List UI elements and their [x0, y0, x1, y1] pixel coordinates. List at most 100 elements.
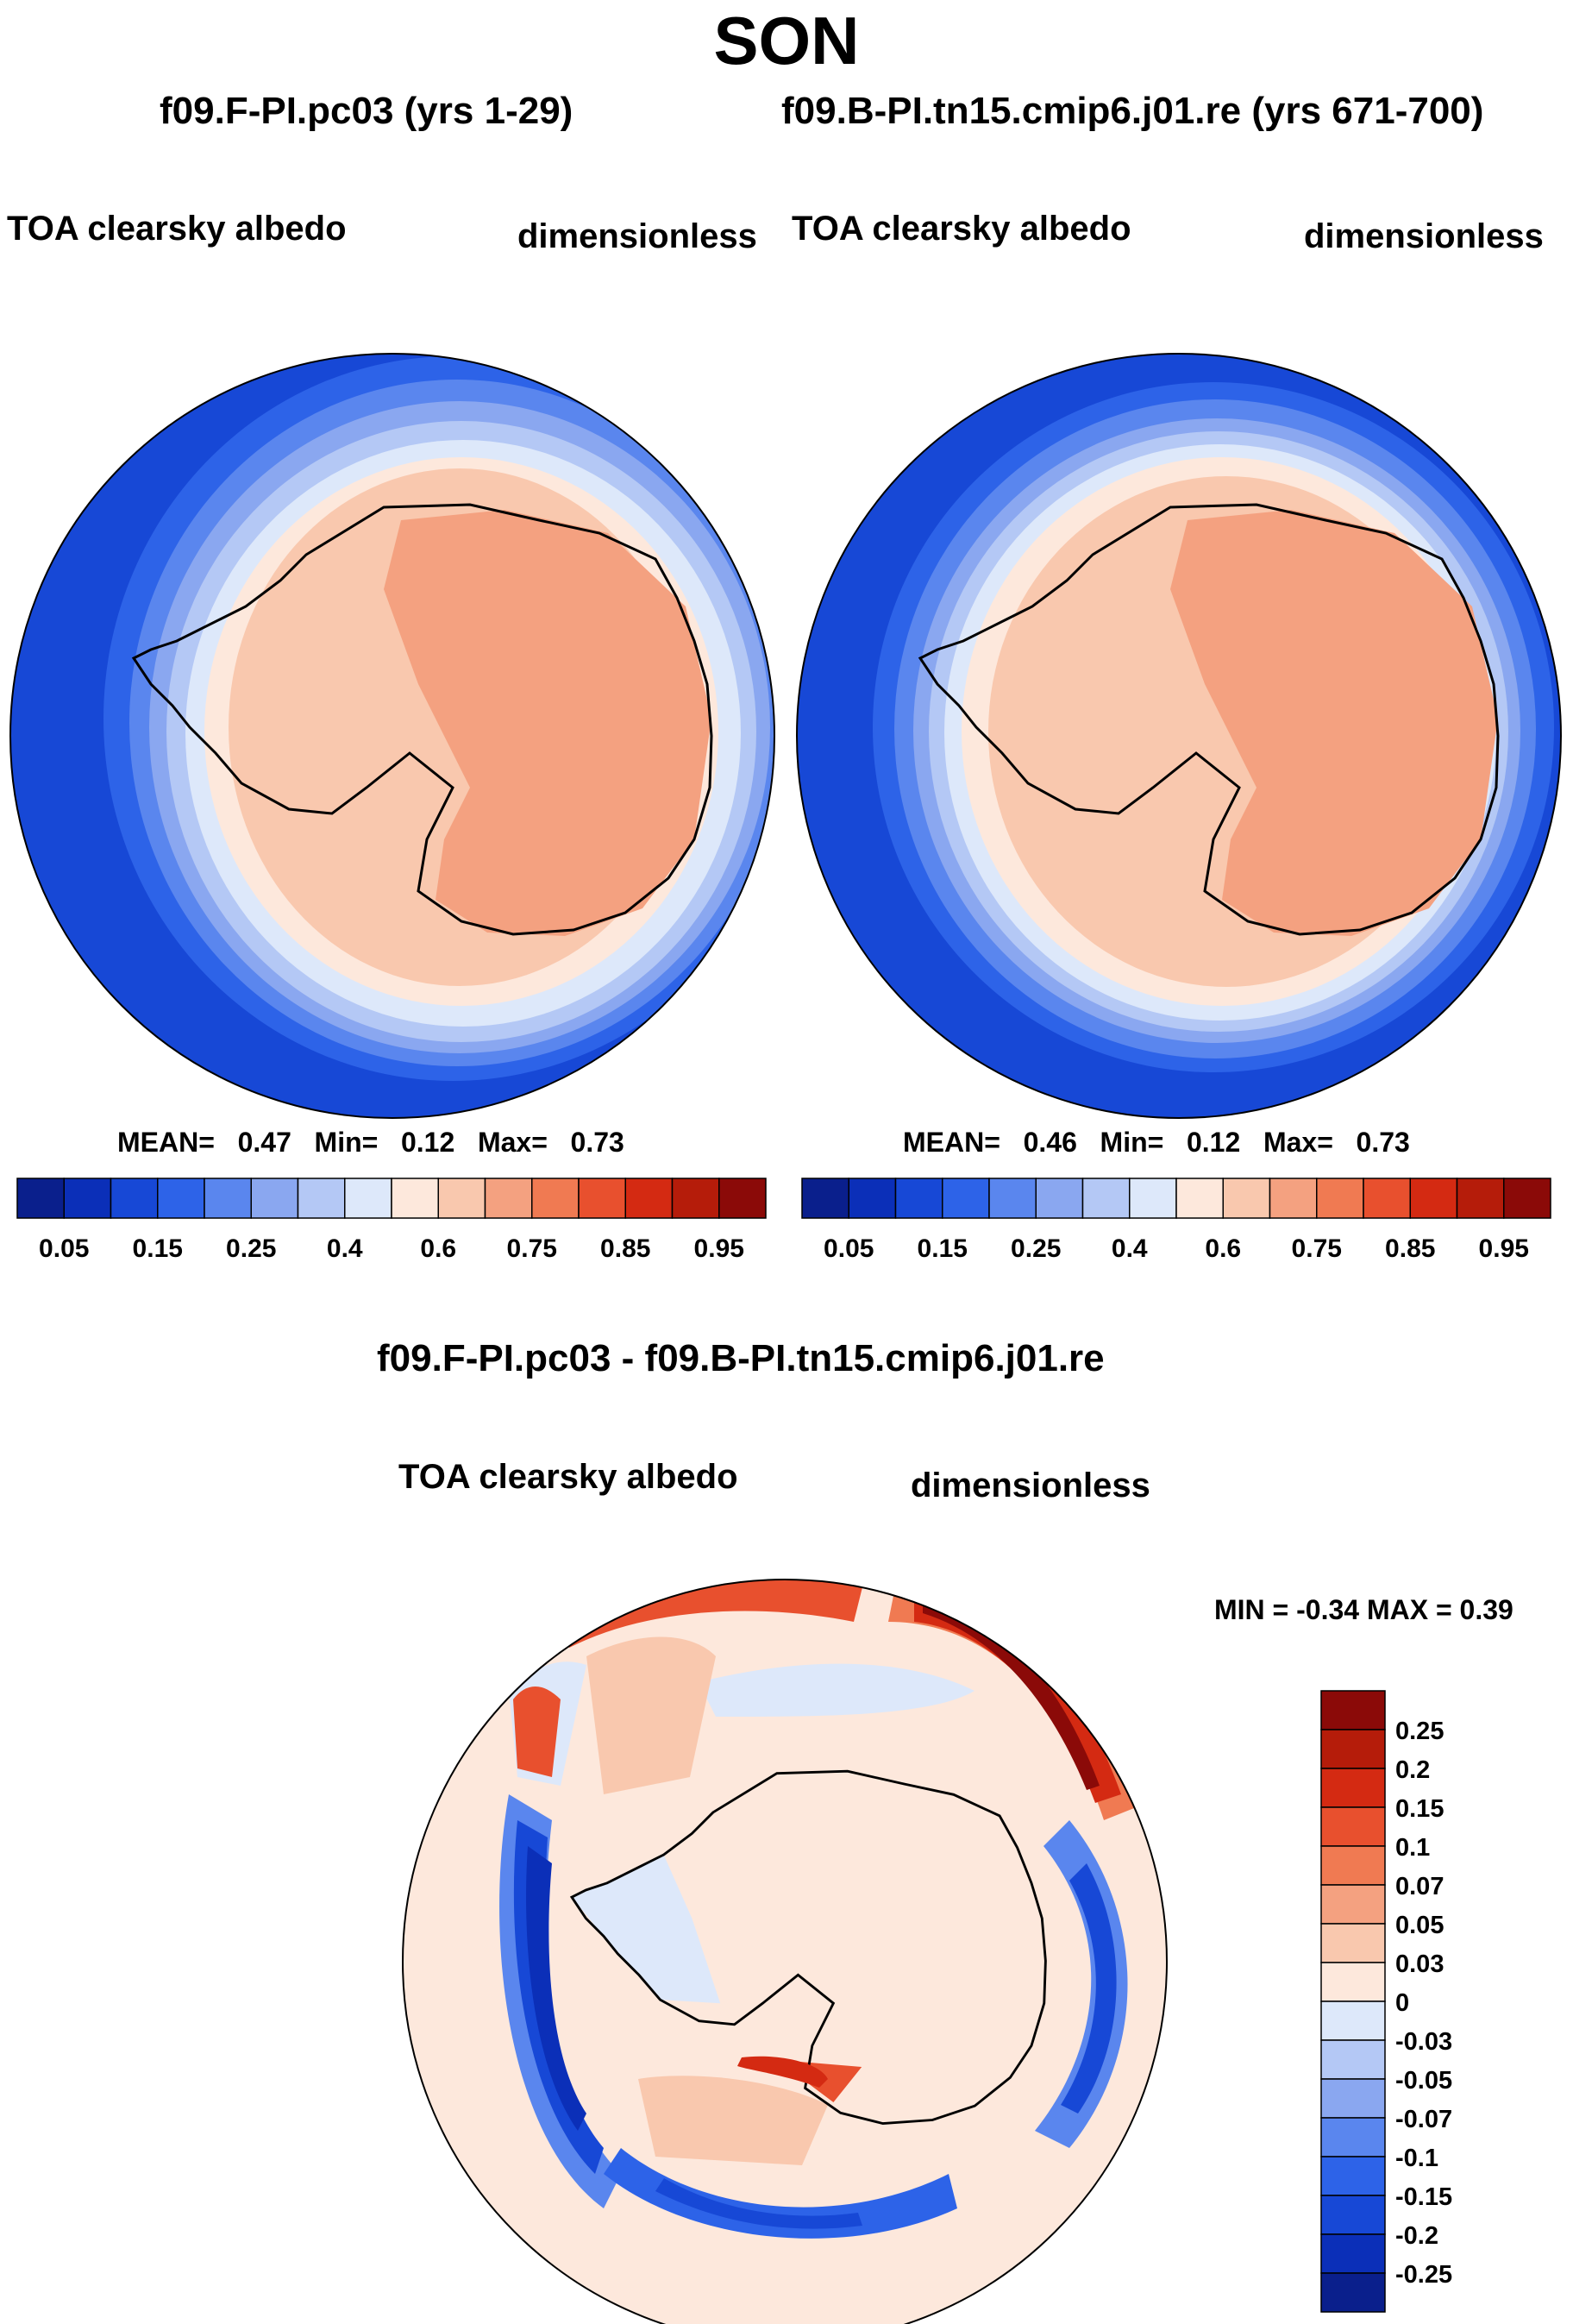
- left-stats: MEAN= 0.47 Min= 0.12 Max= 0.73: [117, 1127, 624, 1159]
- left-colorbar-tick-label: 0.25: [226, 1234, 276, 1263]
- left-colorbar-swatch-3: [157, 1178, 205, 1219]
- left-colorbar-tick-label: 0.75: [507, 1234, 557, 1263]
- left-colorbar-swatch-9: [437, 1178, 486, 1219]
- right-colorbar-tick-label: 0.4: [1112, 1234, 1148, 1263]
- right-colorbar-swatch-13: [1409, 1178, 1458, 1219]
- left-colorbar-tick-label: 0.6: [420, 1234, 456, 1263]
- left-colorbar-tick-label: 0.15: [133, 1234, 183, 1263]
- right-mean-value: 0.46: [1023, 1127, 1077, 1158]
- left-colorbar-swatch-1: [63, 1178, 112, 1219]
- diff-colorbar-swatch-5: [1320, 1884, 1386, 1925]
- right-stats: MEAN= 0.46 Min= 0.12 Max= 0.73: [903, 1127, 1410, 1159]
- left-colorbar-swatch-13: [624, 1178, 674, 1219]
- diff-colorbar-tick-label: -0.1: [1395, 2145, 1438, 2172]
- left-colorbar: 0.05 0.15 0.25 0.4 0.6 0.75 0.85 0.95: [16, 1178, 767, 1263]
- figure-title: SON: [713, 3, 860, 79]
- diff-colorbar-tick-label: 0.1: [1395, 1834, 1430, 1862]
- diff-colorbar-tick-label: -0.07: [1395, 2106, 1452, 2133]
- right-max-value: 0.73: [1356, 1127, 1410, 1158]
- left-colorbar-swatch-2: [110, 1178, 159, 1219]
- left-max-value: 0.73: [570, 1127, 624, 1158]
- right-map: [796, 353, 1562, 1119]
- diff-colorbar-swatch-10: [1320, 2078, 1386, 2119]
- left-colorbar-swatch-12: [578, 1178, 626, 1219]
- left-colorbar-tick-label: 0.4: [327, 1234, 363, 1263]
- diff-colorbar-swatch-0: [1320, 1690, 1386, 1730]
- diff-colorbar-tick-label: -0.25: [1395, 2261, 1452, 2289]
- diff-colorbar-swatch-9: [1320, 2039, 1386, 2080]
- diff-colorbar-tick-label: -0.05: [1395, 2067, 1452, 2095]
- left-min-value: 0.12: [400, 1127, 455, 1158]
- left-colorbar-swatch-10: [484, 1178, 533, 1219]
- left-colorbar-tick-label: 0.85: [600, 1234, 650, 1263]
- diff-colorbar-tick-label: 0.03: [1395, 1950, 1444, 1978]
- right-colorbar-tick-label: 0.75: [1292, 1234, 1342, 1263]
- right-colorbar-tick-label: 0.25: [1011, 1234, 1061, 1263]
- left-max-label: Max=: [477, 1127, 548, 1158]
- diff-colorbar-swatch-4: [1320, 1845, 1386, 1886]
- diff-map-border: [402, 1579, 1168, 2324]
- left-colorbar-swatch-6: [297, 1178, 346, 1219]
- right-colorbar-swatch-12: [1363, 1178, 1411, 1219]
- diff-case-title: f09.F-PI.pc03 - f09.B-PI.tn15.cmip6.j01.…: [377, 1337, 1105, 1379]
- diff-variable-label: TOA clearsky albedo: [398, 1458, 738, 1496]
- left-variable-label: TOA clearsky albedo: [7, 210, 347, 248]
- right-mean-label: MEAN=: [903, 1127, 1000, 1158]
- diff-units-label: dimensionless: [911, 1467, 1150, 1504]
- right-max-label: Max=: [1263, 1127, 1333, 1158]
- left-mean-value: 0.47: [237, 1127, 291, 1158]
- right-map-border: [796, 353, 1562, 1119]
- diff-colorbar-tick-label: -0.03: [1395, 2028, 1452, 2056]
- left-colorbar-tick-label: 0.95: [694, 1234, 744, 1263]
- diff-colorbar-tick-label: 0.05: [1395, 1912, 1444, 1939]
- diff-colorbar-swatch-13: [1320, 2195, 1386, 2235]
- right-colorbar-swatch-5: [1035, 1178, 1084, 1219]
- right-colorbar-tick-label: 0.95: [1479, 1234, 1529, 1263]
- right-case-title: f09.B-PI.tn15.cmip6.j01.re (yrs 671-700): [781, 90, 1484, 132]
- right-colorbar-swatch-6: [1081, 1178, 1131, 1219]
- diff-colorbar-swatch-1: [1320, 1729, 1386, 1769]
- left-units-label: dimensionless: [517, 217, 757, 255]
- left-colorbar-swatch-11: [531, 1178, 580, 1219]
- right-min-label: Min=: [1100, 1127, 1164, 1158]
- left-map-border: [9, 353, 775, 1119]
- right-colorbar-swatch-15: [1503, 1178, 1551, 1219]
- left-colorbar-swatch-4: [204, 1178, 252, 1219]
- right-colorbar-swatch-4: [988, 1178, 1037, 1219]
- left-colorbar-swatch-8: [391, 1178, 439, 1219]
- diff-colorbar-swatch-8: [1320, 2001, 1386, 2041]
- diff-colorbar-swatch-3: [1320, 1806, 1386, 1847]
- right-min-value: 0.12: [1186, 1127, 1241, 1158]
- left-colorbar-swatch-15: [718, 1178, 767, 1219]
- diff-colorbar-tick-label: -0.2: [1395, 2222, 1438, 2250]
- left-colorbar-swatch-5: [250, 1178, 299, 1219]
- right-colorbar-swatch-3: [942, 1178, 990, 1219]
- diff-colorbar-swatch-11: [1320, 2117, 1386, 2158]
- right-colorbar-swatch-10: [1269, 1178, 1318, 1219]
- right-variable-label: TOA clearsky albedo: [792, 210, 1131, 248]
- diff-colorbar-tick-label: 0.15: [1395, 1795, 1444, 1823]
- left-colorbar-swatch-14: [671, 1178, 720, 1219]
- diff-map: [402, 1579, 1168, 2324]
- diff-colorbar-tick-label: 0.2: [1395, 1756, 1430, 1784]
- left-colorbar-swatch-0: [16, 1178, 65, 1219]
- diff-colorbar: 0.25 0.2 0.15 0.1 0.07 0.05 0.03 0 -0.03 -0.05 -0.…: [1320, 1690, 1452, 2313]
- right-colorbar-swatch-8: [1175, 1178, 1224, 1219]
- right-colorbar-swatch-11: [1316, 1178, 1364, 1219]
- diff-colorbar-swatch-14: [1320, 2233, 1386, 2274]
- right-colorbar: 0.05 0.15 0.25 0.4 0.6 0.75 0.85 0.95: [801, 1178, 1551, 1263]
- left-colorbar-tick-label: 0.05: [39, 1234, 89, 1263]
- right-colorbar-swatch-2: [894, 1178, 943, 1219]
- diff-colorbar-tick-label: -0.15: [1395, 2183, 1452, 2211]
- right-colorbar-tick-label: 0.85: [1385, 1234, 1435, 1263]
- left-colorbar-swatch-7: [344, 1178, 392, 1219]
- right-units-label: dimensionless: [1304, 217, 1544, 255]
- diff-colorbar-swatch-7: [1320, 1962, 1386, 2002]
- left-case-title: f09.F-PI.pc03 (yrs 1-29): [160, 90, 573, 132]
- diff-colorbar-tick-label: 0.07: [1395, 1873, 1444, 1900]
- diff-colorbar-swatch-15: [1320, 2272, 1386, 2313]
- left-mean-label: MEAN=: [117, 1127, 215, 1158]
- left-map: [9, 353, 775, 1119]
- diff-colorbar-tick-label: 0: [1395, 1989, 1409, 2017]
